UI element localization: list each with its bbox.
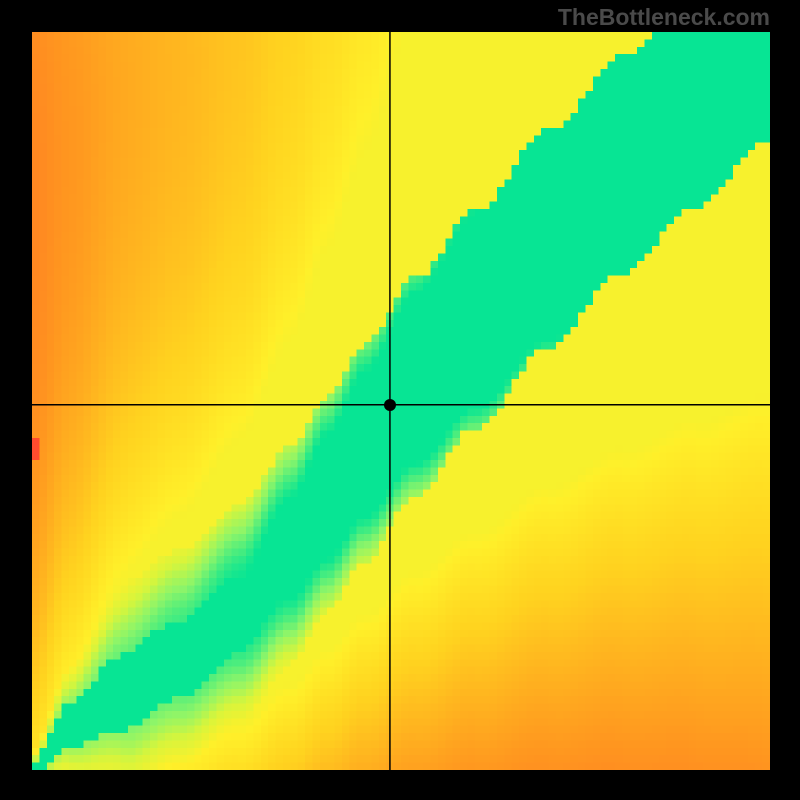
watermark-text: TheBottleneck.com (558, 4, 770, 31)
chart-container: TheBottleneck.com (0, 0, 800, 800)
bottleneck-heatmap (32, 32, 770, 770)
